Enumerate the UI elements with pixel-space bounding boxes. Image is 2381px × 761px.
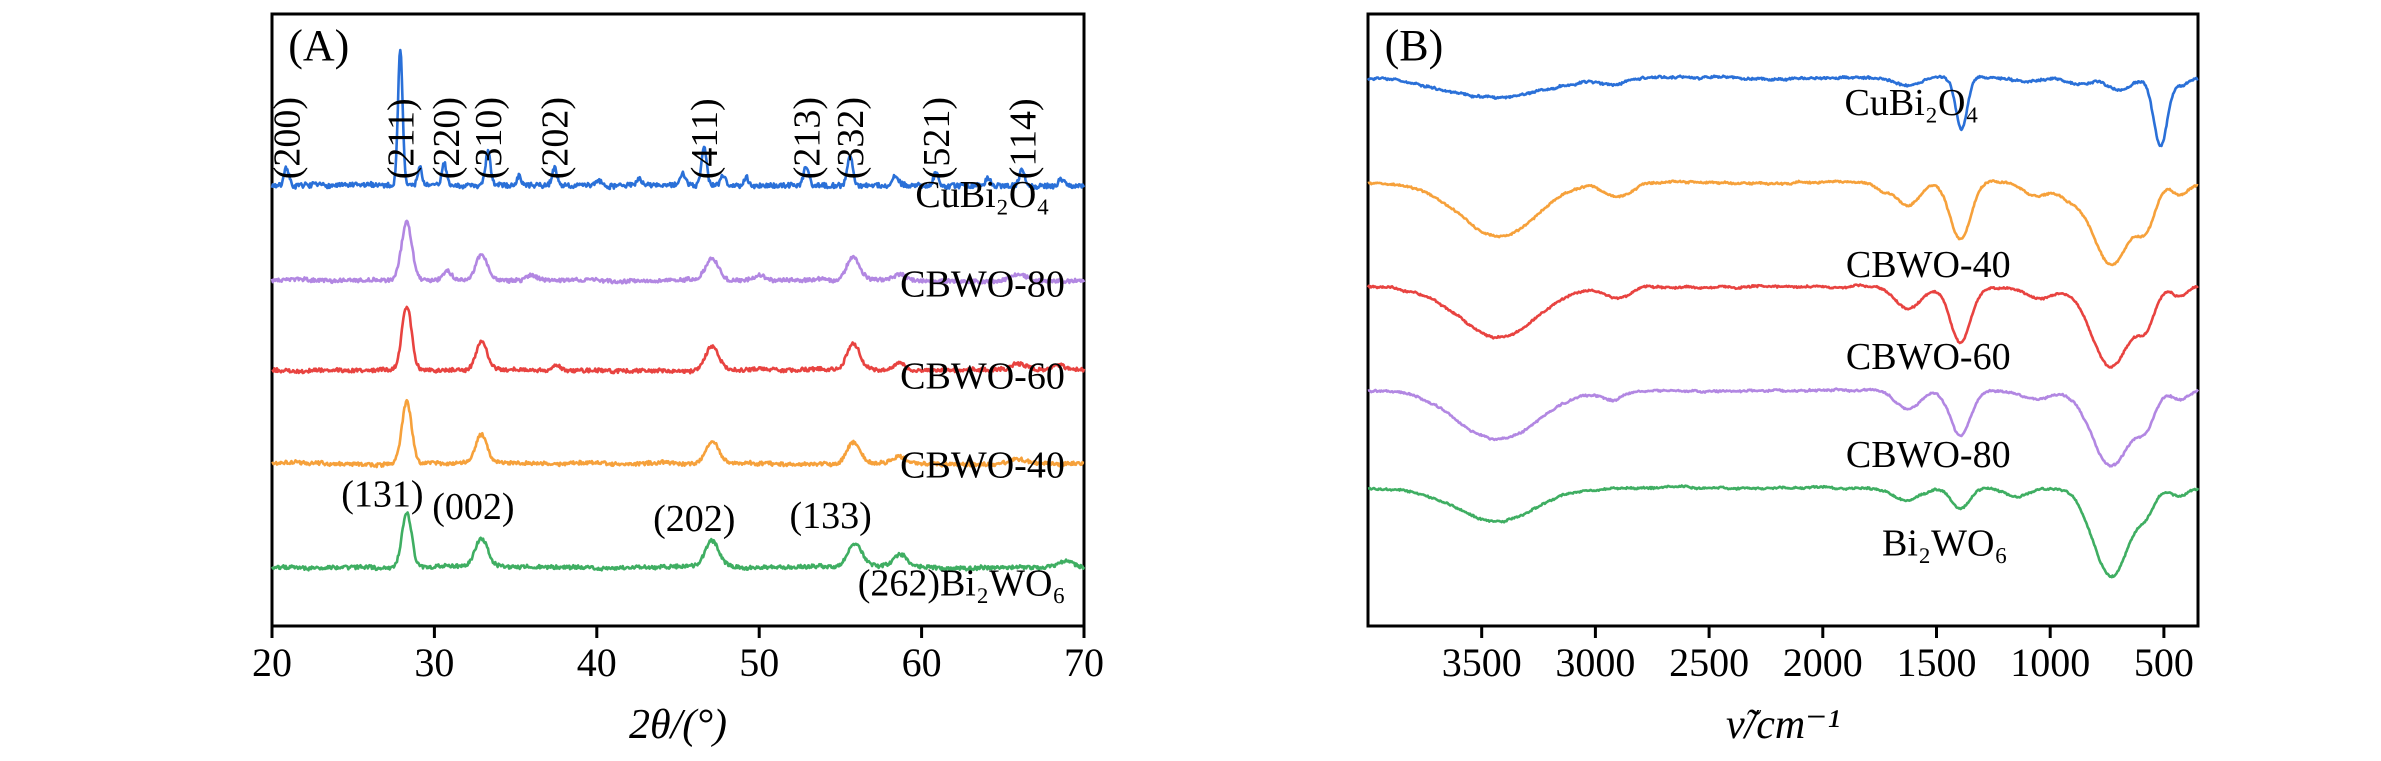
xrd-trace-2 xyxy=(270,219,1086,285)
xrd-series-label-bi2wo6: Bi₂WO₆ xyxy=(940,562,1066,604)
xrd-miller-202b: (202) xyxy=(653,498,735,540)
ftir-trace-5 xyxy=(1367,484,2200,579)
xrd-miller-202: (202) xyxy=(535,97,577,179)
ftir-series-label-cbwo80: CBWO-80 xyxy=(1846,434,2011,476)
xrd-x-tick-label: 70 xyxy=(1064,640,1104,685)
ftir-x-tick-label: 3500 xyxy=(1442,640,1522,685)
xrd-miller-200: (200) xyxy=(267,97,309,179)
xrd-x-tick-label: 50 xyxy=(739,640,779,685)
ftir-series-label-cbwo40: CBWO-40 xyxy=(1846,244,2011,286)
xrd-trace-4 xyxy=(271,398,1085,469)
xrd-x-axis-label: 2θ/(°) xyxy=(629,702,727,748)
xrd-series-label-cbwo40: CBWO-40 xyxy=(900,444,1065,486)
ftir-series-label-cbwo60: CBWO-60 xyxy=(1846,336,2011,378)
xrd-miller-114: (114) xyxy=(1002,98,1044,179)
xrd-miller-411: (411) xyxy=(684,98,726,179)
xrd-miller-213: (213) xyxy=(786,97,828,179)
xrd-miller-521: (521) xyxy=(916,97,958,179)
xrd-series-label-cubi2o4: CuBi₂O₄ xyxy=(915,174,1049,216)
xrd-miller-310: (310) xyxy=(468,97,510,179)
ftir-trace-4 xyxy=(1367,387,2200,468)
ftir-trace-3 xyxy=(1366,283,2199,369)
xrd-miller-133: (133) xyxy=(789,495,871,537)
xrd-miller-332: (332) xyxy=(830,97,872,179)
xrd-trace-1 xyxy=(270,48,1086,191)
xrd-plot-frame xyxy=(270,12,1086,628)
ftir-panel-letter: (B) xyxy=(1385,21,1444,70)
xrd-series-label-cbwo60: CBWO-60 xyxy=(900,356,1065,398)
xrd-miller-220: (220) xyxy=(426,97,468,179)
ftir-x-tick-label: 2000 xyxy=(1783,640,1863,685)
xrd-miller-262: (262) xyxy=(858,562,940,604)
xrd-panel: 20 30 40 50 60 70 2θ/(°) (A) (200) (211) (220) (310… xyxy=(252,12,1104,748)
ftir-trace-1 xyxy=(1366,74,2199,148)
ftir-x-tick-label: 2500 xyxy=(1669,640,1749,685)
xrd-x-tick-label: 60 xyxy=(902,640,942,685)
ftir-series-label-bi2wo6: Bi₂WO₆ xyxy=(1882,523,2008,565)
ftir-series-label-cubi2o4: CuBi₂O₄ xyxy=(1845,82,1979,124)
xrd-trace-3 xyxy=(271,305,1086,375)
xrd-x-tick-label: 40 xyxy=(577,640,617,685)
ftir-x-tick-label: 3000 xyxy=(1555,640,1635,685)
ftir-x-axis-label: ν̃/cm⁻¹ xyxy=(1726,702,1840,748)
xrd-trace-5 xyxy=(270,511,1086,572)
ftir-plot-frame xyxy=(1366,12,2200,628)
xrd-panel-letter: (A) xyxy=(288,21,349,70)
xrd-x-tick-label: 30 xyxy=(414,640,454,685)
ftir-x-tick-label: 1500 xyxy=(1896,640,1976,685)
xrd-miller-002: (002) xyxy=(432,486,514,528)
xrd-miller-211: (211) xyxy=(380,98,422,179)
ftir-x-tick-label: 500 xyxy=(2134,640,2194,685)
ftir-panel: 3500 3000 2500 2000 1500 1000 500 ν̃/cm⁻¹ (B) CuB… xyxy=(1366,12,2200,748)
xrd-x-tick-label: 20 xyxy=(252,640,292,685)
ftir-trace-2 xyxy=(1367,179,2199,267)
xrd-miller-131: (131) xyxy=(341,474,423,516)
xrd-series-label-cbwo80: CBWO-80 xyxy=(900,264,1065,306)
ftir-x-tick-label: 1000 xyxy=(2010,640,2090,685)
